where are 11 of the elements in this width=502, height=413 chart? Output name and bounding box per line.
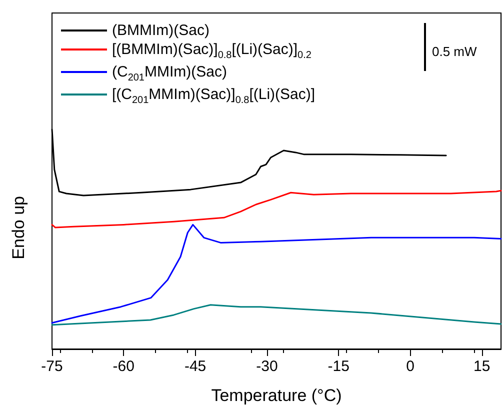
x-tick-label: -75 (41, 358, 63, 375)
x-tick-label: -60 (112, 358, 134, 375)
legend-label: (BMMIm)(Sac) (112, 22, 210, 39)
x-tick-label: -45 (184, 358, 206, 375)
y-axis-title: Endo up (9, 196, 28, 260)
x-tick-label: 15 (474, 358, 490, 375)
x-tick-label: -30 (256, 358, 278, 375)
x-tick-label: -15 (328, 358, 350, 375)
text: 0.5 mW (432, 44, 478, 59)
x-tick-label: 0 (406, 358, 414, 375)
x-axis-title: Temperature (°C) (211, 386, 342, 405)
